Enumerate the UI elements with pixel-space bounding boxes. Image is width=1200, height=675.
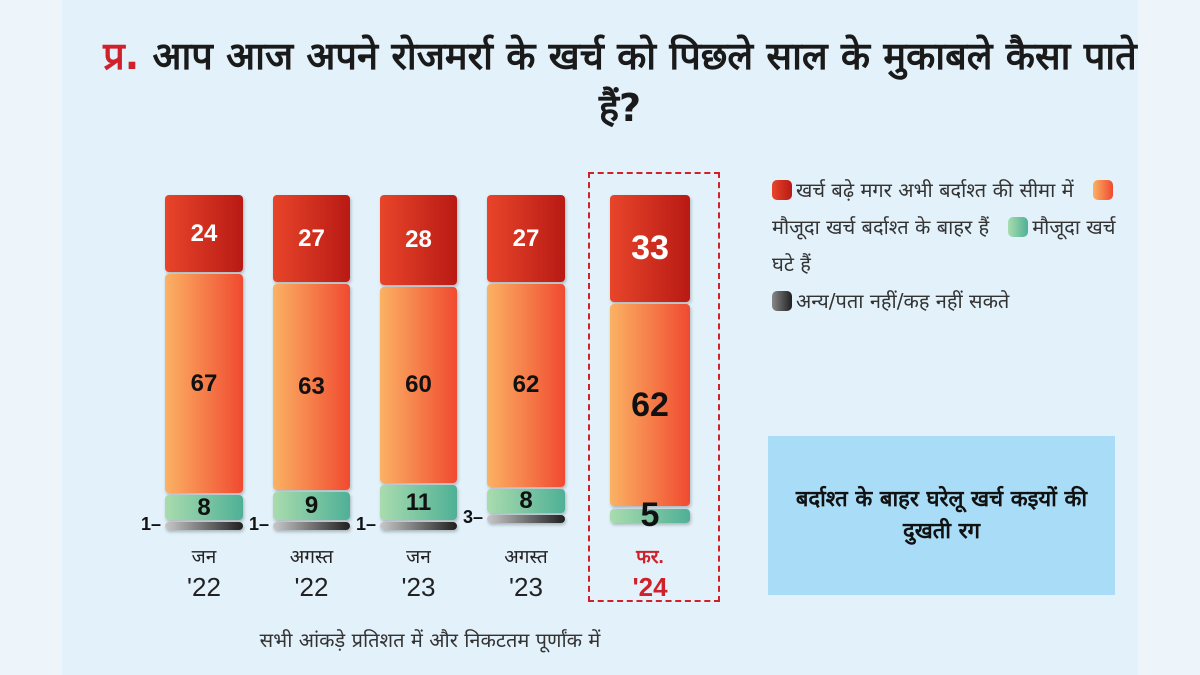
data-label: 28	[405, 226, 432, 254]
category-year: '22	[187, 572, 221, 602]
category-year: '22	[294, 572, 329, 602]
data-label: 8	[197, 493, 211, 521]
bar-segment-other	[273, 521, 350, 530]
callout-text: बर्दाश्त के बाहर घरेलू खर्च कइयों की दुख…	[795, 486, 1088, 544]
data-label: 27	[512, 224, 540, 252]
data-label: 11	[405, 488, 432, 516]
bar-segment-increased-bearable: 27	[487, 195, 565, 283]
legend-label: खर्च बढ़े मगर अभी बर्दाश्त की सीमा में	[796, 178, 1074, 202]
category-year: '24	[632, 572, 668, 602]
data-label: 33	[631, 228, 669, 267]
legend-label: अन्य/पता नहीं/कह नहीं सकते	[796, 289, 1010, 313]
question-prefix: प्र.	[103, 34, 140, 78]
category-month: अगस्त	[289, 547, 334, 568]
category-month: जन	[406, 547, 431, 568]
data-label: 27	[298, 224, 325, 252]
legend-swatch-other	[772, 291, 792, 311]
bar-segment-decreased: 5	[610, 496, 690, 534]
chart-title: प्र. आप आज अपने रोजमर्रा के खर्च को पिछल…	[100, 30, 1140, 134]
bar-segment-decreased: 8	[165, 493, 243, 521]
data-label: 62	[512, 371, 540, 399]
category-year: '23	[401, 572, 436, 602]
data-label-other: 1–	[141, 513, 162, 534]
bar-segment-other	[380, 521, 457, 530]
category-label: अगस्त '22	[257, 545, 367, 603]
data-label-other: 1–	[356, 513, 377, 534]
bar-segment-decreased: 9	[273, 492, 350, 520]
bar-segment-other	[487, 515, 565, 524]
legend-label: मौजूदा खर्च बर्दाश्त के बाहर हैं	[772, 215, 990, 239]
question-text: आप आज अपने रोजमर्रा के खर्च को पिछले साल…	[152, 34, 1137, 130]
legend-label: मौजूदा खर्च घटे हैं	[772, 215, 1116, 276]
bar-segment-other	[165, 521, 243, 530]
category-month: जन	[191, 547, 217, 568]
highlight-box	[588, 172, 720, 602]
legend-swatch-increased-bearable	[772, 180, 792, 200]
footnote: सभी आंकड़े प्रतिशत में और निकटतम पूर्णां…	[259, 628, 601, 652]
category-month: अगस्त	[504, 547, 548, 568]
category-month: फर.	[636, 547, 664, 568]
bar-segment-increased-bearable: 28	[380, 195, 457, 286]
bar-segment-decreased: 11	[380, 485, 457, 520]
data-label: 67	[190, 369, 218, 397]
legend-swatch-decreased	[1008, 217, 1029, 237]
bar-segment-unbearable: 63	[273, 284, 350, 490]
data-label: 5	[640, 496, 660, 535]
bar-segment-increased-bearable: 24	[165, 195, 243, 273]
callout-box: बर्दाश्त के बाहर घरेलू खर्च कइयों की दुख…	[768, 436, 1115, 595]
bar-segment-unbearable: 62	[487, 284, 565, 487]
data-label: 63	[298, 373, 325, 401]
bar-segment-unbearable: 60	[380, 287, 457, 484]
bar-segment-increased-bearable: 33	[610, 195, 690, 302]
legend-swatch-unbearable	[1092, 180, 1113, 200]
data-label: 24	[190, 219, 218, 247]
data-label-other: 3–	[463, 507, 484, 528]
data-label: 8	[519, 486, 533, 514]
bar-segment-unbearable: 62	[610, 303, 690, 507]
data-label: 60	[405, 371, 432, 399]
bar-segment-decreased: 8	[487, 486, 565, 514]
legend: खर्च बढ़े मगर अभी बर्दाश्त की सीमा में म…	[772, 172, 1122, 320]
data-label-other: 1–	[249, 513, 270, 534]
data-label: 62	[631, 385, 669, 424]
bar-segment-increased-bearable: 27	[273, 195, 350, 283]
category-label: फर. '24	[595, 545, 705, 603]
category-label: जन '22	[149, 545, 259, 603]
data-label: 9	[304, 491, 319, 519]
category-year: '23	[509, 572, 543, 602]
category-label: अगस्त '23	[471, 545, 581, 603]
category-label: जन '23	[364, 545, 474, 603]
bar-segment-unbearable: 67	[165, 274, 243, 494]
